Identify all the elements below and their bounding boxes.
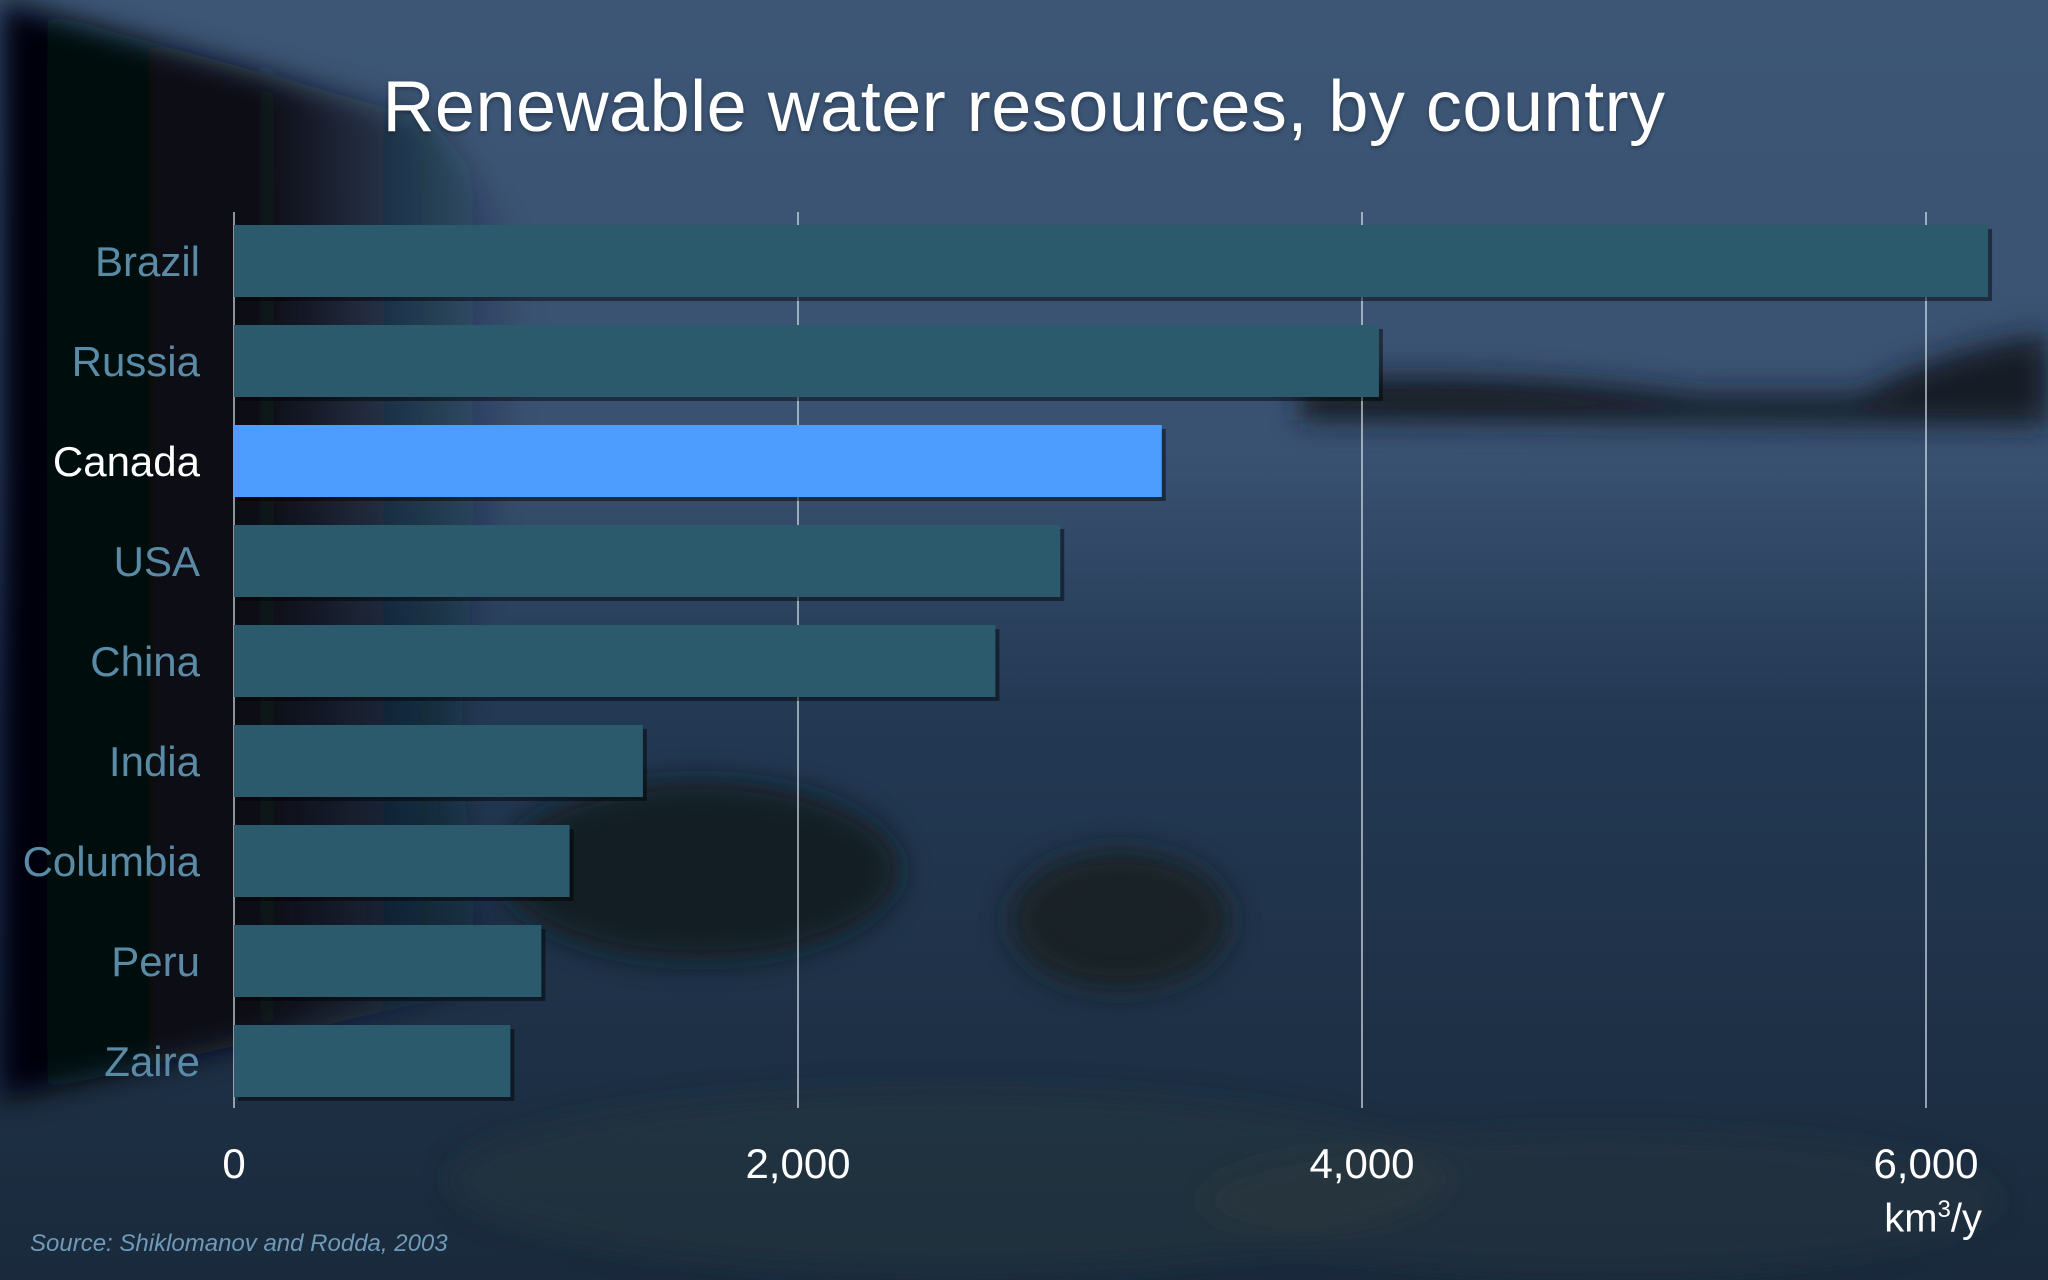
bar-columbia	[234, 825, 570, 897]
bar-peru	[234, 925, 542, 997]
category-label-usa: USA	[114, 538, 200, 585]
x-tick-label-4-000: 4,000	[1309, 1140, 1414, 1187]
category-label-china: China	[90, 638, 200, 685]
bar-canada	[234, 425, 1162, 497]
bar-india	[234, 725, 643, 797]
source-citation: Source: Shiklomanov and Rodda, 2003	[30, 1230, 448, 1257]
bar-zaire	[234, 1025, 511, 1097]
category-labels: Brazil Russia Canada USA China India Columbia P…	[23, 238, 201, 1085]
bar-russia	[234, 325, 1379, 397]
x-tick-label-0: 0	[222, 1140, 245, 1187]
unit-superscript: 3	[1937, 1196, 1951, 1223]
bar-brazil	[234, 225, 1989, 297]
category-label-peru: Peru	[111, 938, 200, 985]
unit-base: km	[1884, 1196, 1938, 1241]
category-label-russia: Russia	[72, 338, 201, 385]
x-axis-tick-labels: 0 2,000 4,000 6,000	[222, 1140, 1978, 1187]
category-label-canada: Canada	[53, 438, 201, 485]
category-label-brazil: Brazil	[95, 238, 200, 285]
category-label-zaire: Zaire	[104, 1038, 200, 1085]
bar-usa	[234, 525, 1061, 597]
x-axis-unit-label: km3/y	[1884, 1196, 1982, 1241]
bar-china	[234, 625, 996, 697]
unit-tail: /y	[1950, 1196, 1982, 1241]
category-label-india: India	[109, 738, 201, 785]
category-label-columbia: Columbia	[23, 838, 201, 885]
x-tick-label-2-000: 2,000	[745, 1140, 850, 1187]
chart-title: Renewable water resources, by country	[382, 67, 1666, 147]
x-tick-label-6-000: 6,000	[1873, 1140, 1978, 1187]
bars	[234, 225, 1993, 1101]
